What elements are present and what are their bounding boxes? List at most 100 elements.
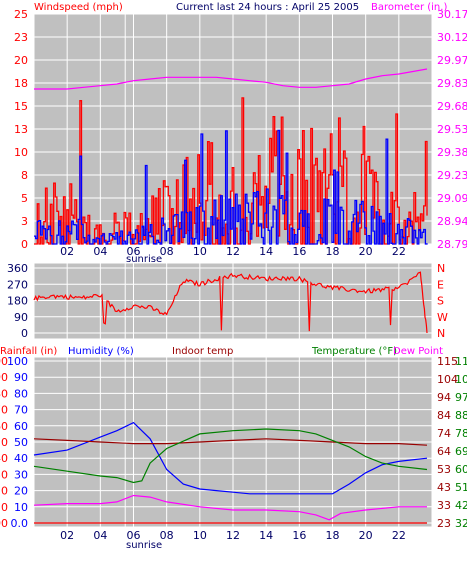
- compass-tick-2: S: [437, 295, 444, 308]
- direction-series: [33, 271, 428, 334]
- humidity-tick-1: 10: [14, 501, 28, 514]
- dir-tick-3: 270: [7, 278, 28, 291]
- wind-panel: Windspeed (mph) Current last 24 hours : …: [14, 2, 467, 265]
- wind-tick-5: 13: [14, 123, 28, 136]
- wind-tick-8: 20: [14, 54, 28, 67]
- wind-grid: [34, 13, 432, 245]
- dewpoint-line: [33, 494, 427, 521]
- compass-tick-0: N: [437, 327, 445, 340]
- dir-tick-0: 0: [21, 327, 28, 340]
- direction-line: [33, 271, 428, 334]
- temperature-tick-9: 115: [455, 355, 467, 368]
- wind-xtick-06: 06: [127, 245, 141, 258]
- temp-xtick-14: 14: [259, 529, 273, 542]
- humidity-tick-0: 0.0: [11, 517, 29, 530]
- humidity-tick-4: 40: [14, 452, 28, 465]
- humidity-y-axis: 0.0 10 20 30 40 50 60 70 80 90 100: [7, 355, 28, 530]
- wind-xtick-20: 20: [359, 245, 373, 258]
- sunrise-label-bottom: sunrise: [126, 540, 162, 551]
- humidity-tick-9: 90: [14, 371, 28, 384]
- wind-y-axis: 0 3 5 8 10 13 15 18 20 23 25: [14, 8, 28, 251]
- humidity-tick-3: 30: [14, 468, 28, 481]
- rain-tick-7: 0.70: [0, 404, 8, 417]
- compass-tick-1: W: [437, 311, 448, 324]
- wind-xtick-16: 16: [292, 245, 306, 258]
- dewpoint-tick-1: 33: [437, 499, 451, 512]
- rain-tick-10: 1.00: [0, 355, 8, 368]
- indoor-temp-label: Indoor temp: [172, 346, 233, 357]
- rain-tick-5: 0.50: [0, 436, 8, 449]
- wind-average-line: [34, 129, 428, 245]
- baro-tick-9: 30.12: [437, 31, 467, 44]
- dewpoint-tick-4: 64: [437, 445, 451, 458]
- humidity-label: Humidity (%): [68, 346, 134, 357]
- temperature-y-axis: 32 42 51 60 69 78 88 97 106 115: [455, 355, 467, 530]
- temp-xtick-10: 10: [193, 529, 207, 542]
- dir-tick-1: 90: [14, 311, 28, 324]
- temp-xtick-08: 08: [160, 529, 174, 542]
- humidity-tick-2: 20: [14, 485, 28, 498]
- temp-xtick-06: 06: [127, 529, 141, 542]
- humidity-tick-7: 70: [14, 404, 28, 417]
- dir-tick-4: 360: [7, 262, 28, 275]
- compass-tick-3: E: [437, 278, 444, 291]
- rain-tick-2: 0.20: [0, 485, 8, 498]
- sunrise-label: sunrise: [126, 254, 162, 265]
- wind-x-axis: 02 04 06 08 10 12 14 16 18 20 22: [60, 245, 406, 258]
- wind-tick-4: 10: [14, 146, 28, 159]
- wind-tick-9: 23: [14, 31, 28, 44]
- temp-xtick-12: 12: [226, 529, 240, 542]
- rain-tick-9: 0.90: [0, 371, 8, 384]
- wind-tick-1: 3: [21, 215, 28, 228]
- compass-tick-4: N: [437, 262, 445, 275]
- baro-tick-1: 28.94: [437, 215, 467, 228]
- wind-series: [34, 68, 428, 245]
- baro-tick-3: 29.23: [437, 169, 467, 182]
- wind-tick-3: 8: [21, 169, 28, 182]
- dir-tick-2: 180: [7, 295, 28, 308]
- dewpoint-label: Dew Point: [393, 346, 443, 357]
- temp-xtick-22: 22: [392, 529, 406, 542]
- temp-xtick-18: 18: [326, 529, 340, 542]
- temperature-tick-8: 106: [455, 373, 467, 386]
- humidity-tick-5: 50: [14, 436, 28, 449]
- baro-tick-10: 30.17: [437, 8, 467, 21]
- wind-tick-2: 5: [21, 192, 28, 205]
- temperature-panel: Rainfall (in) Humidity (%) Indoor temp T…: [0, 346, 467, 551]
- indoor-line: [33, 438, 428, 446]
- wind-xtick-04: 04: [93, 245, 107, 258]
- temperature-tick-7: 97: [455, 391, 467, 404]
- humidity-tick-8: 80: [14, 387, 28, 400]
- wind-xtick-02: 02: [60, 245, 74, 258]
- baro-tick-8: 29.97: [437, 54, 467, 67]
- wind-tick-7: 18: [14, 77, 28, 90]
- baro-tick-5: 29.53: [437, 123, 467, 136]
- baro-tick-2: 29.09: [437, 192, 467, 205]
- wind-gust-line: [34, 97, 428, 245]
- barometer-y-axis: 28.79 28.94 29.09 29.23 29.38 29.53 29.68 29.83…: [437, 8, 467, 251]
- dewpoint-y-axis: 23 33 43 53 64 74 84 94 104 115: [437, 355, 458, 530]
- barometer-line: [34, 68, 428, 90]
- humidity-tick-6: 60: [14, 420, 28, 433]
- wind-xtick-12: 12: [226, 245, 240, 258]
- dewpoint-tick-0: 23: [437, 517, 451, 530]
- dewpoint-tick-8: 104: [437, 373, 458, 386]
- dewpoint-tick-3: 53: [437, 463, 451, 476]
- temp-xtick-02: 02: [60, 529, 74, 542]
- wind-xtick-18: 18: [326, 245, 340, 258]
- temperature-label: Temperature (°F): [311, 346, 397, 357]
- dewpoint-tick-9: 115: [437, 355, 458, 368]
- temperature-tick-1: 42: [455, 499, 467, 512]
- temp-xtick-04: 04: [93, 529, 107, 542]
- temp-xtick-16: 16: [292, 529, 306, 542]
- dewpoint-tick-2: 43: [437, 481, 451, 494]
- rain-tick-8: 0.80: [0, 387, 8, 400]
- baro-tick-6: 29.68: [437, 100, 467, 113]
- chart-title: Current last 24 hours : April 25 2005: [176, 2, 359, 13]
- humidity-line: [33, 421, 428, 495]
- dewpoint-tick-7: 94: [437, 391, 451, 404]
- baro-tick-0: 28.79: [437, 238, 467, 251]
